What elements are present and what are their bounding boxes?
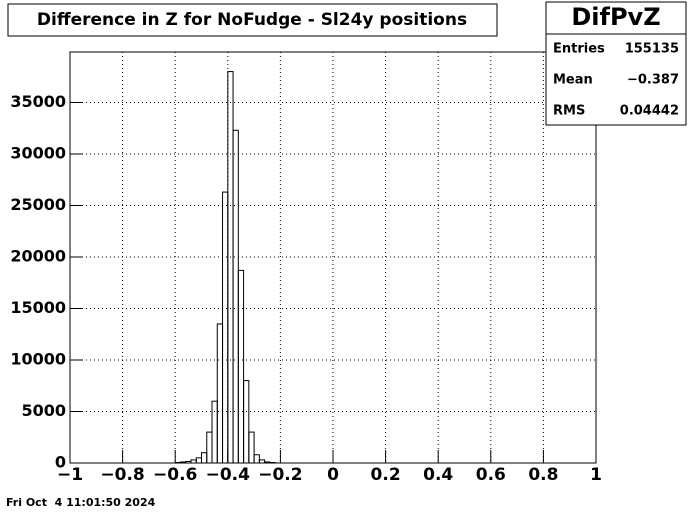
x-tick-label: 0.4 — [423, 465, 453, 485]
y-tick-label: 30000 — [10, 143, 66, 162]
plot-border — [69, 51, 597, 464]
x-tick-label: −0.2 — [258, 465, 302, 485]
x-tick-label: 0.6 — [476, 465, 506, 485]
plot-frame — [69, 51, 597, 464]
y-tick-label: 35000 — [10, 92, 66, 111]
x-tick-label: −0.6 — [153, 465, 197, 485]
y-tick-label: 25000 — [10, 195, 66, 214]
stats-value: 0.04442 — [620, 104, 679, 119]
y-tick-label: 0 — [55, 453, 66, 472]
y-tick-label: 10000 — [10, 349, 66, 368]
stats-value: −0.387 — [627, 73, 679, 88]
x-tick-label: 0 — [327, 465, 339, 485]
title-box — [7, 3, 498, 37]
stats-box — [545, 1, 687, 126]
y-tick-label: 15000 — [10, 298, 66, 317]
stats-label: RMS — [553, 104, 585, 119]
x-tick-label: 0.2 — [371, 465, 401, 485]
footer-date: Fri Oct 4 11:01:50 2024 — [6, 496, 156, 509]
x-tick-label: −1 — [57, 465, 83, 485]
x-tick-label: −0.8 — [100, 465, 144, 485]
stats-label: Entries — [553, 42, 605, 57]
y-tick-label: 20000 — [10, 246, 66, 265]
x-tick-label: −0.4 — [206, 465, 251, 485]
stats-value: 155135 — [625, 42, 679, 57]
x-tick-label: 0.8 — [528, 465, 558, 485]
stats-label: Mean — [553, 73, 593, 88]
stats-title: DifPvZ — [571, 3, 660, 31]
x-tick-label: 1 — [590, 465, 602, 485]
y-tick-label: 5000 — [21, 401, 66, 420]
chart-title: Difference in Z for NoFudge - Sl24y posi… — [37, 10, 467, 30]
